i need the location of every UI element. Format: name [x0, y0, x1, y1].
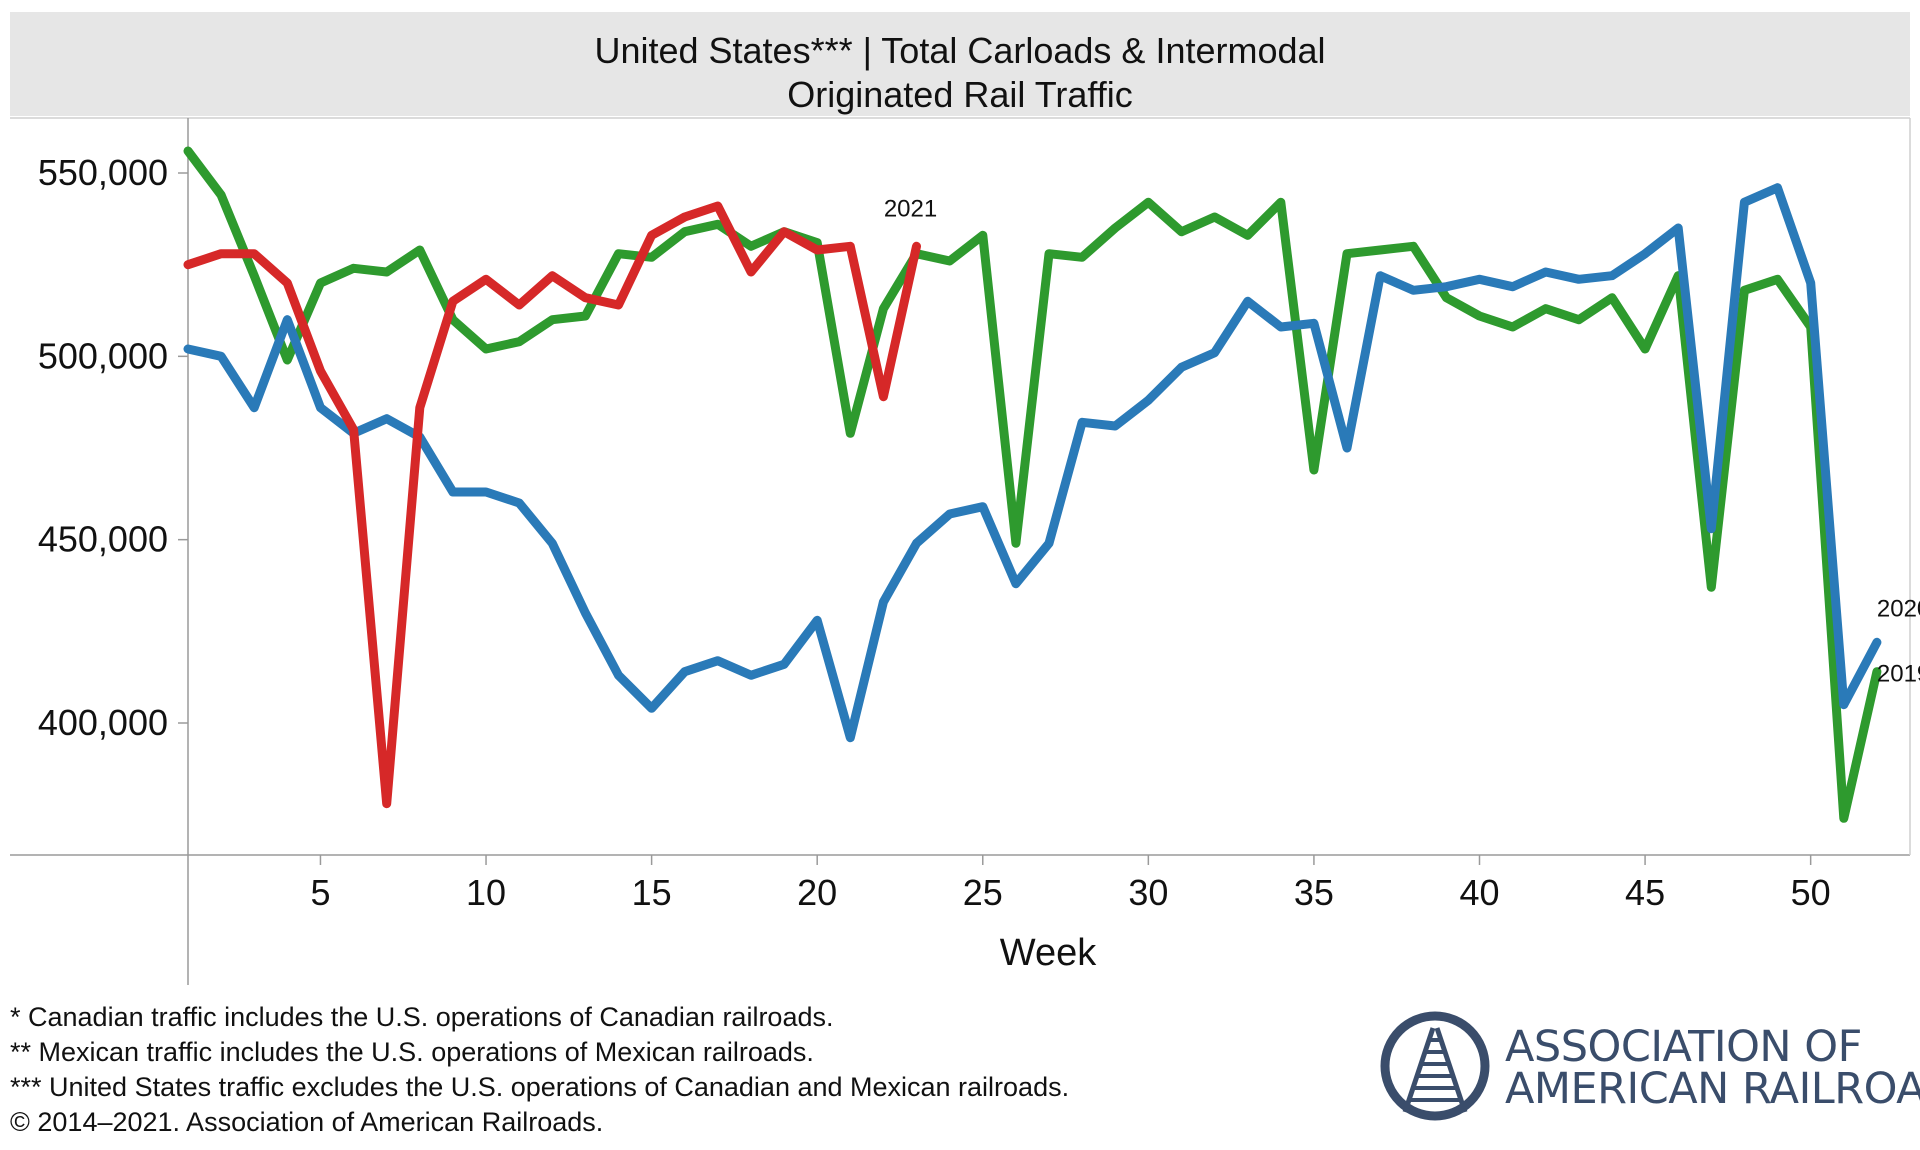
- y-tick-label: 400,000: [38, 702, 168, 743]
- footnotes: * Canadian traffic includes the U.S. ope…: [10, 1000, 1069, 1140]
- x-tick-label: 35: [1294, 872, 1334, 913]
- x-axis-title: Week: [1000, 932, 1097, 974]
- aar-logo-line-1: ASSOCIATION OF: [1505, 1022, 1862, 1072]
- x-tick-label: 45: [1625, 872, 1665, 913]
- series-label-2019: 2019: [1877, 661, 1920, 688]
- x-tick-label: 20: [797, 872, 837, 913]
- y-tick-label: 450,000: [38, 519, 168, 560]
- x-tick-label: 15: [632, 872, 672, 913]
- chart-title-line-2: Originated Rail Traffic: [787, 74, 1133, 115]
- aar-logo-text: ASSOCIATION OF AMERICAN RAILROADS: [1505, 1022, 1920, 1114]
- x-tick-label: 25: [963, 872, 1003, 913]
- footnote-united-states: *** United States traffic excludes the U…: [10, 1072, 1070, 1102]
- y-tick-label: 500,000: [38, 335, 168, 376]
- chart-ticks: 400,000 450,000 500,000 550,000 5 10 15 20 25 30 3…: [38, 152, 1831, 974]
- x-tick-label: 40: [1459, 872, 1499, 913]
- railroad-track-icon: [1380, 1011, 1490, 1121]
- x-tick-label: 10: [466, 872, 506, 913]
- series-label-2021: 2021: [884, 195, 937, 222]
- chart-title-bar: United States*** | Total Carloads & Inte…: [10, 12, 1910, 116]
- footnote-copyright: © 2014–2021. Association of American Rai…: [10, 1107, 604, 1137]
- series-label-2020: 2020: [1877, 595, 1920, 622]
- line-chart: 400,000 450,000 500,000 550,000 5 10 15 20 25 30 3…: [10, 117, 1920, 985]
- chart-title-line-1: United States*** | Total Carloads & Inte…: [594, 30, 1326, 71]
- x-tick-label: 30: [1128, 872, 1168, 913]
- chart-series-labels: 2019 2020 2021: [884, 195, 1920, 687]
- x-tick-label: 5: [310, 872, 330, 913]
- aar-logo: ASSOCIATION OF AMERICAN RAILROADS: [1375, 1008, 1920, 1126]
- chart-series-lines: [183, 146, 1882, 823]
- aar-logo-line-2: AMERICAN RAILROADS: [1505, 1064, 1920, 1114]
- series-line-2020: [183, 183, 1882, 743]
- y-tick-label: 550,000: [38, 152, 168, 193]
- series-line-2019: [183, 146, 1882, 823]
- x-tick-label: 50: [1791, 872, 1831, 913]
- footnote-canadian: * Canadian traffic includes the U.S. ope…: [10, 1002, 834, 1032]
- footnote-mexican: ** Mexican traffic includes the U.S. ope…: [10, 1037, 814, 1067]
- series-line-2021: [183, 201, 921, 809]
